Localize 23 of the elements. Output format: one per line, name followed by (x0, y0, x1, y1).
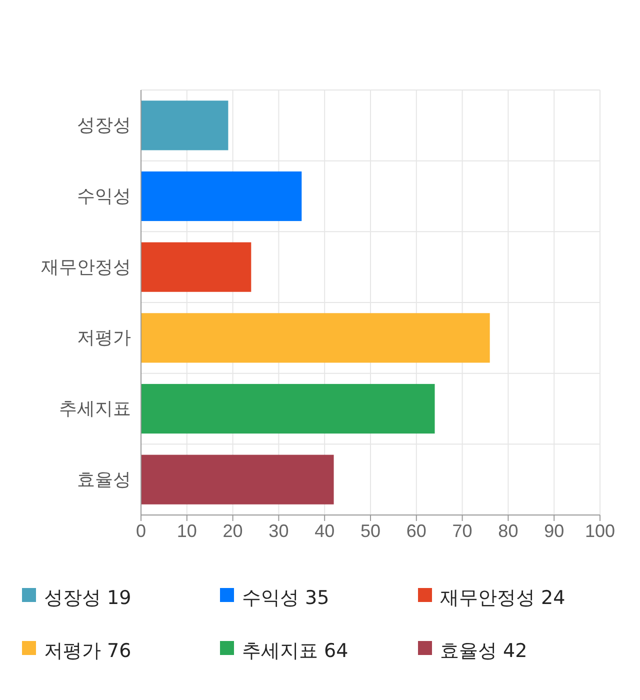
legend-label: 저평가 76 (44, 640, 132, 662)
x-tick-label: 100 (584, 520, 616, 541)
legend-label: 효율성 42 (440, 640, 528, 662)
y-tick-label: 효율성 (77, 469, 131, 490)
y-tick-label: 성장성 (77, 115, 131, 136)
y-tick-label: 재무안정성 (41, 256, 131, 277)
y-tick-label: 추세지표 (59, 398, 131, 419)
x-tick-label: 0 (136, 520, 146, 541)
x-tick-label: 90 (544, 520, 564, 541)
x-tick-label: 80 (498, 520, 518, 541)
x-tick-label: 20 (222, 520, 243, 541)
x-tick-label: 50 (360, 520, 381, 541)
x-tick-label: 30 (268, 520, 289, 541)
legend-label: 수익성 35 (242, 587, 330, 609)
y-tick-label: 수익성 (77, 186, 131, 206)
legend-label: 재무안정성 24 (440, 587, 566, 609)
y-tick-label: 저평가 (77, 328, 131, 348)
x-tick-label: 60 (406, 520, 426, 541)
legend-label: 성장성 19 (44, 587, 132, 609)
x-tick-label: 70 (452, 520, 472, 541)
x-tick-label: 10 (176, 520, 197, 541)
legend-label: 추세지표 64 (242, 640, 348, 662)
x-tick-label: 40 (314, 520, 335, 541)
